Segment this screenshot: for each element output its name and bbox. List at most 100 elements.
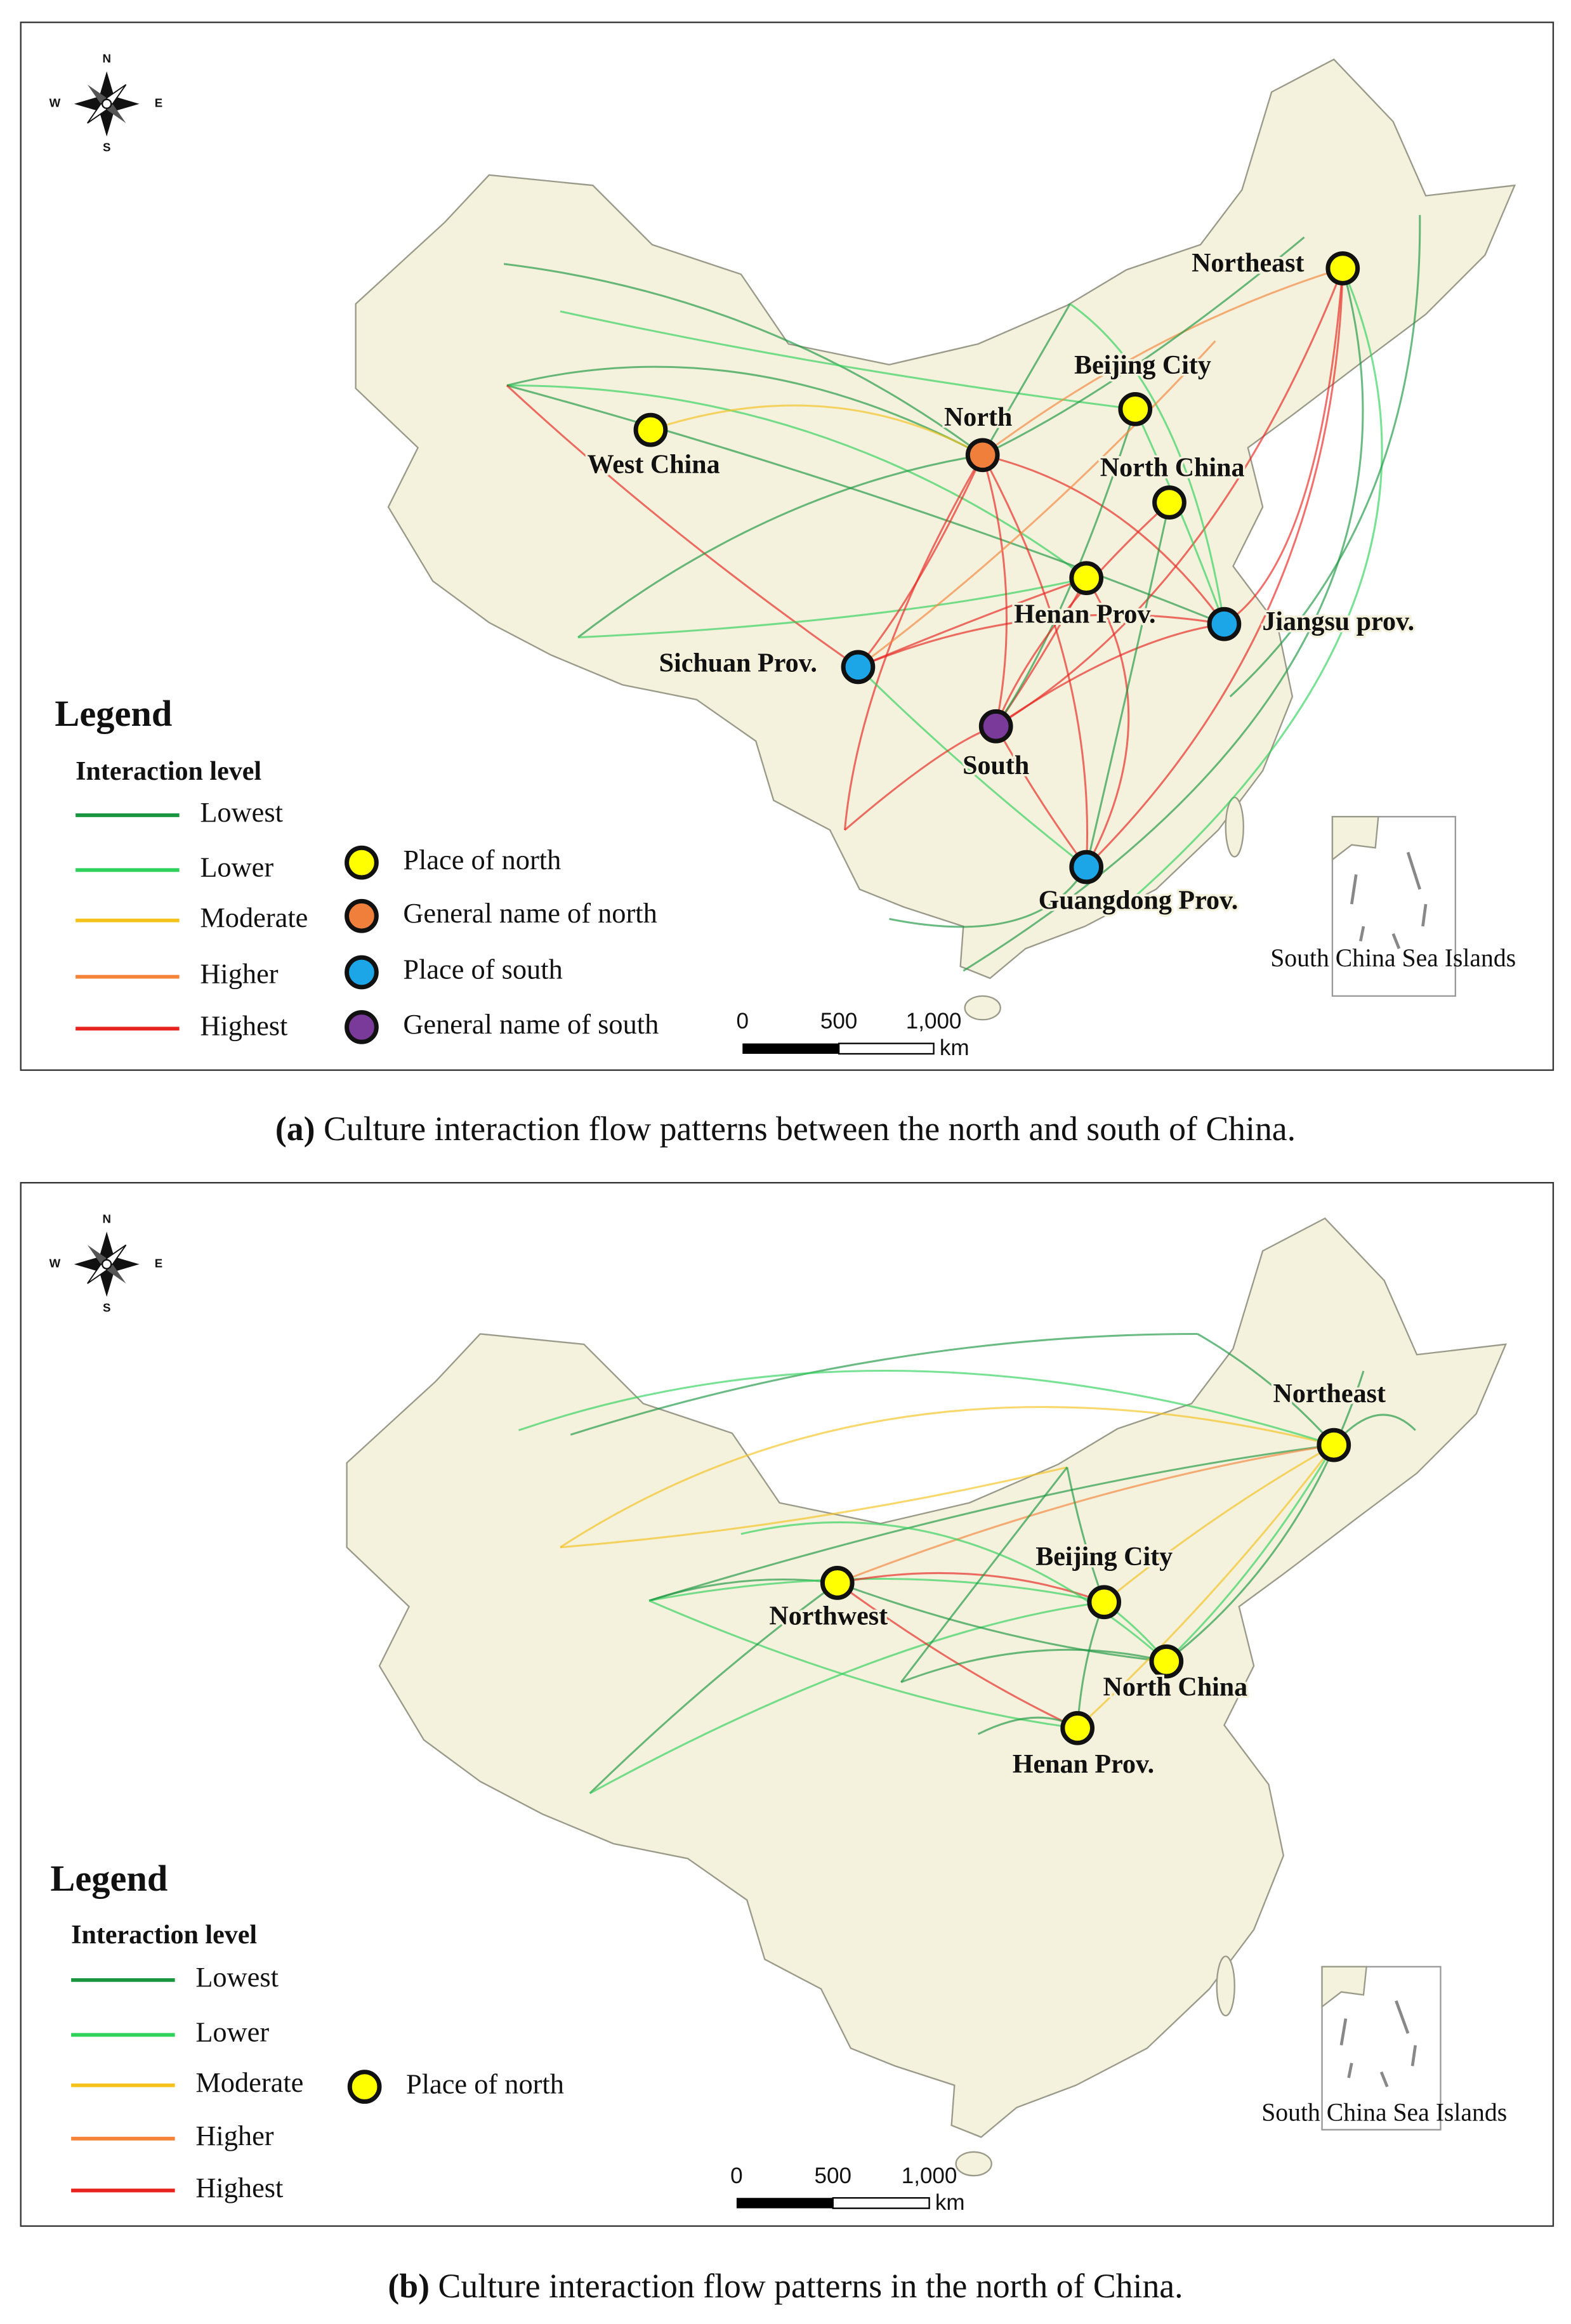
place-label: North [944, 403, 1012, 432]
legend-symbol [345, 955, 379, 990]
caption: (b) Culture interaction flow patterns in… [388, 2267, 1183, 2305]
scale-tick: 500 [815, 2163, 851, 2188]
scale-bar: 0 500 1,000 km [730, 2163, 964, 2215]
place-marker [1149, 1644, 1184, 1679]
place-marker [1118, 392, 1153, 426]
compass-w: W [49, 1257, 61, 1270]
place-label: Jiangsu prov. [1262, 607, 1414, 636]
place-label: Guangdong Prov. [1039, 886, 1239, 915]
caption-label: (b) [388, 2267, 430, 2305]
legend: Legend Interaction level Lowest Lower Mode… [55, 693, 659, 1044]
place-marker [1069, 850, 1104, 884]
place-label: Sichuan Prov. [659, 649, 817, 678]
legend-label: Place of north [403, 844, 561, 876]
legend-label: Moderate [200, 902, 308, 933]
legend-label: General name of south [403, 1008, 659, 1040]
place-marker [633, 412, 668, 447]
compass-n: N [102, 52, 110, 65]
legend-label: Highest [195, 2172, 284, 2203]
place-marker [1152, 485, 1186, 520]
inset-land [1321, 1966, 1367, 2009]
place-label: Northwest [769, 1602, 888, 1631]
place-marker [965, 438, 1000, 473]
compass: N S W E [49, 52, 163, 154]
place-marker [1060, 1710, 1095, 1745]
legend-label: Moderate [195, 2066, 303, 2098]
scale-tick: 1,000 [902, 2163, 957, 2188]
place-label: Northeast [1273, 1379, 1386, 1408]
compass-n: N [102, 1212, 110, 1226]
flow-lines [504, 214, 1421, 972]
scale-tick: 0 [730, 2163, 742, 2188]
scale-tick: 1,000 [906, 1009, 962, 1034]
caption-label: (a) [275, 1110, 315, 1148]
place-marker [1069, 561, 1104, 596]
legend-label: Lowest [195, 1961, 279, 1993]
compass-s: S [103, 141, 110, 154]
map-hainan [955, 2151, 992, 2177]
map-taiwan [1216, 1955, 1235, 2017]
legend-title: Legend [55, 693, 172, 734]
inset: South China Sea Islands [1270, 816, 1516, 997]
compass-s: S [103, 1301, 110, 1315]
inset-label: South China Sea Islands [1270, 944, 1516, 972]
place-label: Henan Prov. [1013, 1750, 1154, 1779]
inset-label: South China Sea Islands [1261, 2099, 1507, 2127]
legend-symbol [345, 845, 379, 880]
legend-symbol [345, 898, 379, 933]
inset-frame [1331, 816, 1456, 997]
scale-unit: km [935, 2190, 965, 2215]
place-marker [978, 709, 1013, 744]
compass-w: W [49, 96, 61, 110]
scale-unit: km [940, 1035, 970, 1060]
inset-islands [1350, 851, 1428, 950]
legend-label: Highest [200, 1009, 288, 1041]
legend-symbol [345, 1010, 379, 1044]
scale-tick: 500 [820, 1009, 857, 1034]
inset-islands [1339, 2000, 1417, 2087]
place-marker [1087, 1585, 1122, 1620]
inset: South China Sea Islands [1261, 1966, 1507, 2130]
legend-label: Higher [200, 958, 278, 990]
scale-bar: 0 500 1,000 km [737, 1009, 970, 1060]
legend-label: Lowest [200, 796, 283, 828]
caption-text: Culture interaction flow patterns in the… [438, 2267, 1183, 2305]
place-label: Beijing City [1074, 351, 1211, 380]
place-label: North China [1100, 453, 1245, 482]
scale-bar-white [832, 2197, 930, 2209]
panel-a: N S W E Northeast Beijing City North West C… [20, 22, 1555, 1148]
place-marker [820, 1566, 855, 1600]
legend-subtitle: Interaction level [76, 757, 261, 786]
place-label: North China [1103, 1673, 1247, 1702]
scale-bar-white [838, 1042, 935, 1055]
legend-label: General name of north [403, 897, 657, 929]
place-marker [1207, 607, 1242, 641]
place-marker [1325, 251, 1360, 286]
legend: Legend Interaction level Lowest Lower Mode… [50, 1858, 564, 2203]
caption-text: Culture interaction flow patterns betwee… [324, 1110, 1296, 1148]
legend-subtitle: Interaction level [71, 1920, 257, 1950]
scale-tick: 0 [737, 1009, 749, 1034]
legend-label: Place of south [403, 954, 562, 985]
map-taiwan [1225, 796, 1244, 858]
inset-frame [1321, 1966, 1442, 2130]
places: Northeast Northwest Beijing City North Chin… [767, 1377, 1388, 1782]
place-label: Northeast [1192, 249, 1304, 278]
map-hainan [964, 995, 1001, 1021]
place-label: Beijing City [1035, 1542, 1173, 1572]
inset-land [1331, 816, 1379, 862]
place-marker [1317, 1428, 1351, 1462]
legend-symbol [347, 2070, 382, 2104]
place-label: West China [588, 450, 720, 480]
compass: N S W E [49, 1212, 163, 1315]
legend-label: Lower [195, 2016, 269, 2048]
legend-title: Legend [50, 1858, 168, 1899]
scale-bar-black [736, 2198, 833, 2209]
scale-bar-black [742, 1043, 839, 1054]
place-marker [841, 650, 876, 685]
legend-label: Lower [200, 851, 273, 883]
legend-label: Higher [195, 2120, 273, 2151]
